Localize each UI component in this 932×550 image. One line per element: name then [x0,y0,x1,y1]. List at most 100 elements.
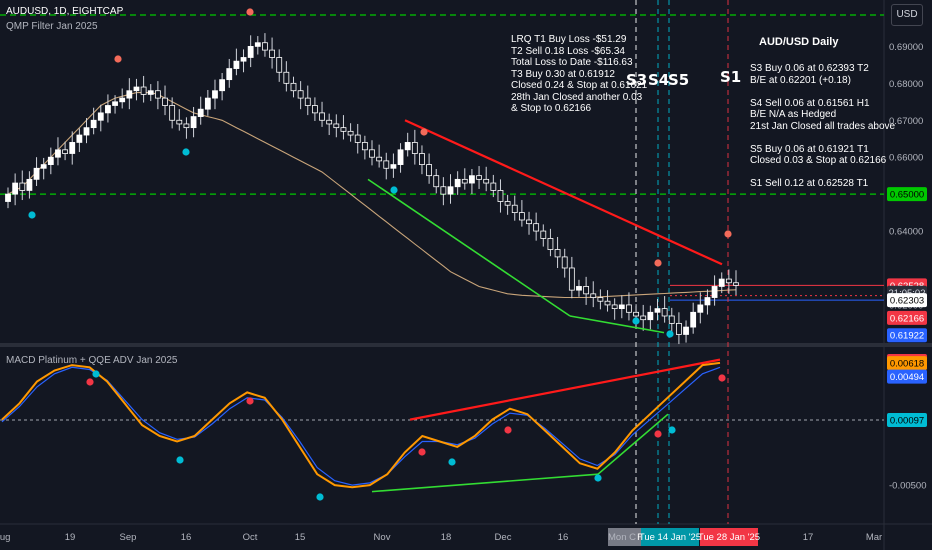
candle-body [640,315,647,321]
candle-body [718,278,725,287]
candle-body [447,186,454,195]
candle-body [69,142,76,154]
candle-body [176,119,183,125]
candle-body [390,164,397,169]
candle-body [47,156,54,165]
candle-body [105,105,111,114]
candle-body [354,134,361,143]
candle-body [668,315,675,324]
macd-signal-dot [316,493,324,501]
candle-body [26,178,33,191]
currency-button[interactable]: USD [891,4,923,26]
signal-dot [654,259,662,267]
time-label: Nov [374,532,391,543]
macd-tag-bg-2 [887,369,927,384]
time-highlight-label-1: F [637,532,643,543]
candle-body [262,42,268,51]
candle-body [169,105,176,121]
signal-dot [114,55,122,63]
price-axis: 0.690000.680000.670000.660000.640000.620… [887,42,927,492]
candle-body [154,90,161,99]
candle-body [504,201,511,206]
candle-body [204,97,211,110]
macd-tick-label: -0.00500 [889,481,927,492]
time-label: Mar [866,532,882,543]
candle-body [269,49,275,58]
support-trendline-1 [367,178,571,317]
candle-body [326,119,333,125]
macd-panel[interactable] [1,361,726,501]
candle-body [626,304,632,313]
candle-body [212,90,218,99]
candle-body [733,282,739,286]
candle-body [611,304,618,310]
candle-body [147,90,154,95]
macd-tag-3: 0.00097 [890,415,924,426]
candles[interactable] [5,33,739,345]
candle-body [476,175,482,180]
candle-body [404,142,411,151]
time-label: 17 [803,532,814,543]
candle-body [518,212,525,221]
candle-body [683,326,689,335]
time-highlight-label-2: Tue 14 Jan '25 [639,532,701,543]
candle-body [62,149,68,154]
candle-body [226,68,233,81]
candle-body [576,286,582,291]
signal-dot [28,211,36,219]
candle-body [547,238,554,250]
signal-dot [390,186,398,194]
time-label: 15 [295,532,306,543]
macd-support-trendline-1 [371,473,599,493]
price-tick-label: 0.68000 [889,79,923,90]
price-tag-bg-5 [887,328,927,343]
candle-body [483,178,490,184]
time-highlight-bg-0 [608,528,636,546]
candle-body [304,97,311,106]
candle-body [454,178,461,188]
candle-body [340,127,347,132]
marker-s4: S4 [648,71,670,89]
marker-s5: S5 [668,71,690,89]
candle-body [12,182,19,195]
macd-signal-dot [448,458,456,466]
candle-body [469,175,475,184]
time-axis: Aug19Sep16Oct15Nov18Dec1617MarMon CFTue … [0,528,882,546]
macd-tag-bg-3 [887,412,927,427]
macd-signal-dot [246,397,254,405]
time-label: Aug [0,532,10,543]
candle-body [590,293,597,298]
candle-body [233,60,240,69]
signal-dot [632,317,640,325]
time-label: 16 [558,532,569,543]
time-label: Oct [243,532,258,543]
candle-body [90,119,97,129]
trendlines[interactable] [367,119,723,493]
candle-body [297,90,304,99]
trade-notes-title: AUD/USD Daily [759,36,839,48]
macd-signal-dot [654,430,662,438]
time-axis-bg [0,524,932,550]
candle-body [5,193,11,202]
candle-body [140,86,147,95]
candle-body [597,297,604,302]
candle-body [183,123,190,129]
candle-body [497,190,504,202]
candle-body [419,153,425,165]
candle-body [647,311,654,321]
candle-body [290,82,297,92]
macd-series-signal [1,366,721,486]
macd-signal-dot [92,370,100,378]
macd-signal-dot [668,426,676,434]
time-highlight-label-3: Tue 28 Jan '25 [698,532,760,543]
candle-body [426,164,432,177]
candle-body [704,297,711,306]
candle-body [554,249,561,258]
candle-body [76,134,83,143]
macd-signal-dot [176,456,184,464]
signal-dot [724,230,732,238]
signal-dot [182,148,190,156]
candle-body [247,46,254,58]
